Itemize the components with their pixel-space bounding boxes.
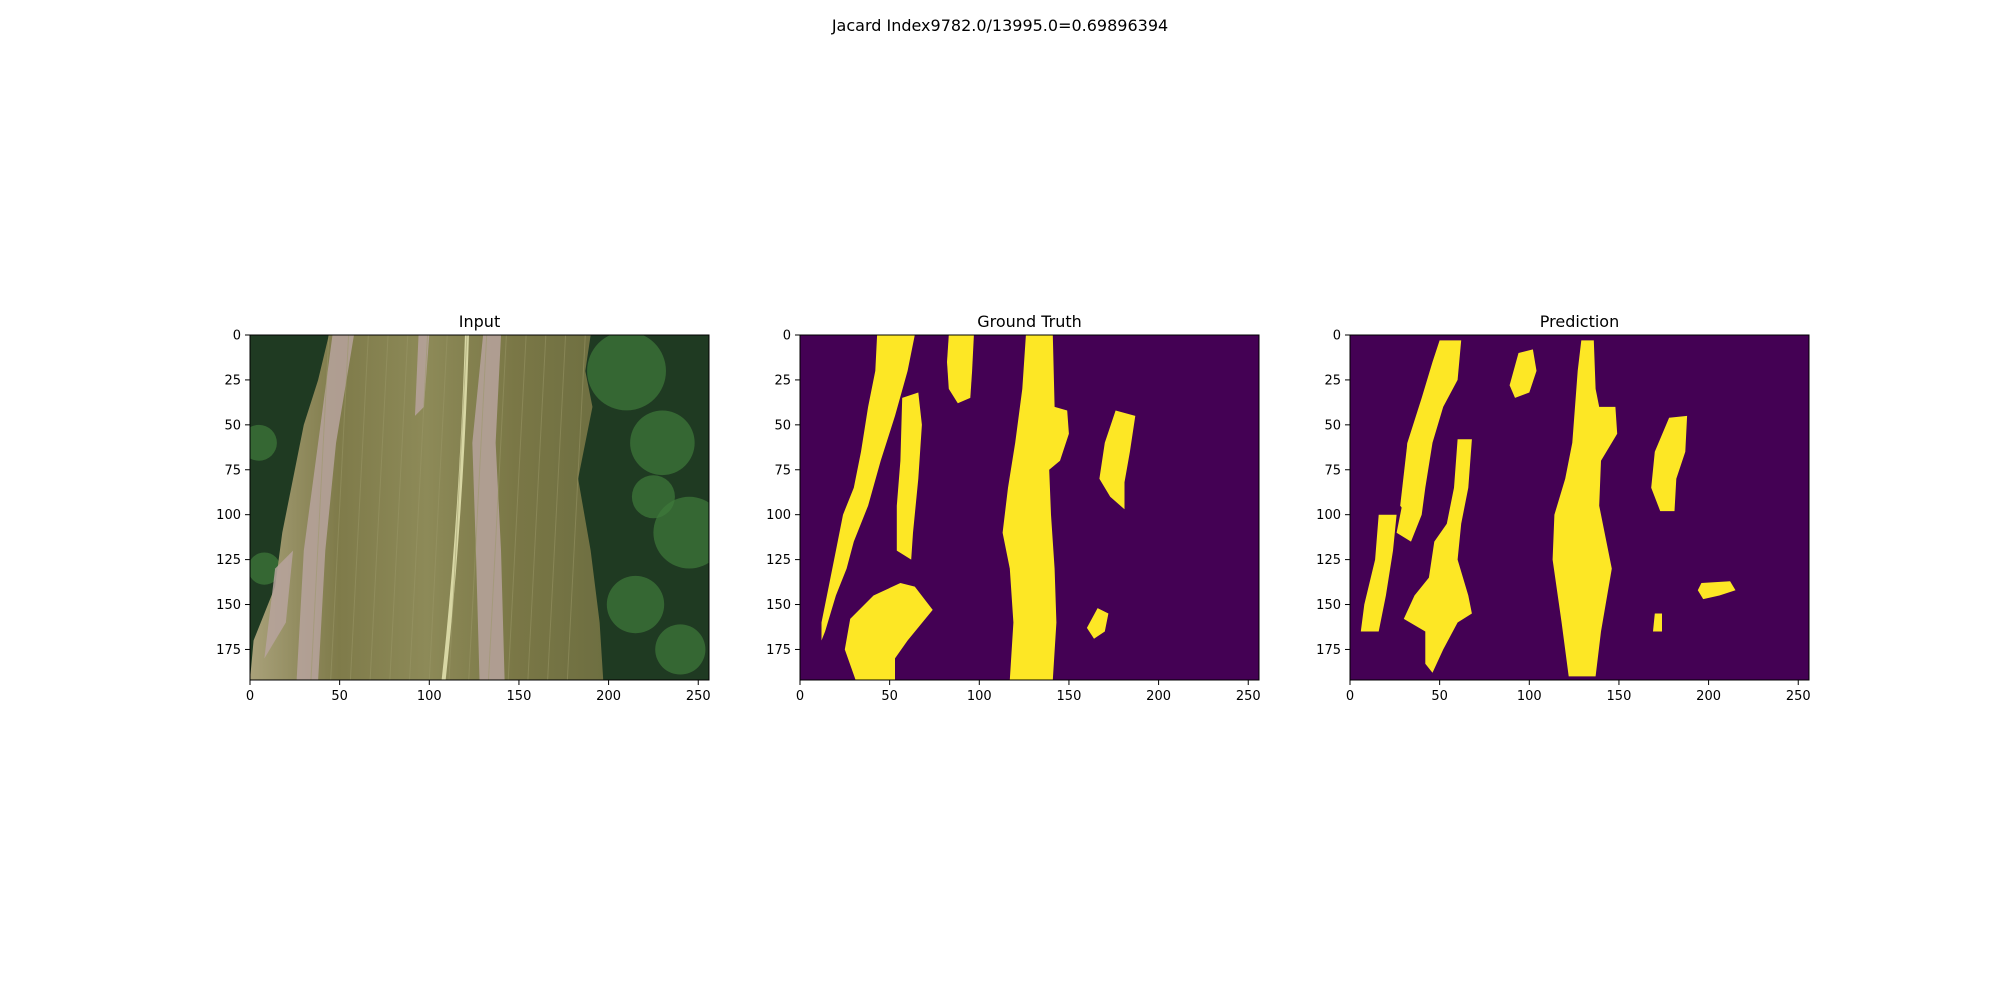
leaf-vein [330,335,350,680]
y-tick-label: 125 [216,553,241,568]
mask-region [947,335,974,404]
x-tick-label: 0 [796,689,804,704]
leaf-vein [527,335,547,680]
mask-region [1403,439,1472,673]
foliage-patch [587,335,666,411]
x-tick-label: 150 [1607,689,1632,704]
lesion-streak [472,335,505,680]
figure-title: Jacard Index9782.0/13995.0=0.69896394 [831,16,1169,35]
lesion-streak [414,335,430,416]
y-tick-label: 150 [216,598,241,613]
y-tick-label: 25 [224,373,241,388]
y-tick-label: 50 [774,418,791,433]
y-tick-label: 75 [224,463,241,478]
leaf-midrib [441,335,469,680]
x-tick-label: 250 [686,689,711,704]
y-tick-label: 50 [224,418,241,433]
y-tick-label: 150 [1316,598,1341,613]
mask-region [896,392,922,560]
x-tick-label: 200 [1146,689,1171,704]
x-tick-label: 0 [1346,689,1354,704]
leaf-vein [389,335,409,680]
panel-title: Prediction [1540,312,1619,331]
panel-title: Input [459,312,500,331]
lesion-streak [264,550,294,659]
mask-region [821,335,915,641]
x-tick-label: 0 [246,689,254,704]
y-tick-label: 150 [766,598,791,613]
y-tick-label: 0 [783,329,791,344]
leaf-vein [487,335,507,680]
y-tick-label: 25 [774,373,791,388]
x-tick-label: 100 [967,689,992,704]
leaf-vein [428,335,448,680]
mask-region [1653,613,1662,632]
mask-region [1002,335,1069,680]
axes-frame [1349,334,1810,681]
panel-prediction: Prediction 0 50 100 150 200 250 0 25 50 75 100 125 15… [1316,312,1810,704]
leaf-vein [507,335,527,680]
mask-region [844,583,933,680]
mask-region [1509,349,1537,398]
mask-region [1360,514,1397,632]
y-tick-label: 175 [766,643,791,658]
foliage-patch [606,575,665,634]
input-image [250,335,709,680]
y-tick-label: 75 [1324,463,1341,478]
lesion-streak [296,335,354,680]
y-tick-label: 125 [1316,553,1341,568]
leaf-vein [369,335,389,680]
x-tick-label: 200 [1696,689,1721,704]
x-tick-label: 200 [596,689,621,704]
leaf-vein [448,335,468,680]
x-tick-label: 250 [1786,689,1811,704]
y-tick-label: 0 [1333,329,1341,344]
y-tick-label: 100 [216,508,241,523]
y-tick-label: 75 [774,463,791,478]
mask-region [1651,415,1688,512]
y-tick-label: 25 [1324,373,1341,388]
mask-region [1400,442,1422,515]
x-tick-label: 150 [1057,689,1082,704]
x-tick-label: 250 [1236,689,1261,704]
y-tick-label: 50 [1324,418,1341,433]
axes-frame [249,334,710,681]
foliage-patch [655,624,706,675]
x-tick-label: 100 [1517,689,1542,704]
y-tick-label: 175 [216,643,241,658]
leaf-vein [310,335,330,680]
foliage-patch [653,496,709,569]
mask-region [1099,410,1136,510]
y-tick-label: 100 [1316,508,1341,523]
leaf-vein [468,335,488,680]
mask-region [1086,608,1109,639]
foliage-patch [250,424,277,461]
y-tick-label: 125 [766,553,791,568]
panel-ground-truth: Ground Truth 0 50 100 150 200 250 0 25 50 75 100 125… [766,312,1260,704]
axes-frame [799,334,1260,681]
leaf-vein [409,335,429,680]
y-tick-label: 100 [766,508,791,523]
y-tick-label: 0 [233,329,241,344]
mask-region [1552,340,1618,677]
panel-title: Ground Truth [977,312,1082,331]
x-tick-label: 50 [331,689,348,704]
leaf-vein [547,335,567,680]
mask-region [1697,581,1736,600]
x-tick-label: 50 [1431,689,1448,704]
foliage-patch [250,552,281,585]
foliage-patch [630,410,695,476]
x-tick-label: 50 [881,689,898,704]
panel-input: Input 0 50 100 150 200 250 0 25 50 75 100 125 150 175 [216,312,711,704]
x-tick-label: 150 [507,689,532,704]
foliage-patch [631,475,675,519]
y-tick-label: 175 [1316,643,1341,658]
x-tick-label: 100 [417,689,442,704]
leaf-vein [566,335,586,680]
leaf-vein [349,335,369,680]
